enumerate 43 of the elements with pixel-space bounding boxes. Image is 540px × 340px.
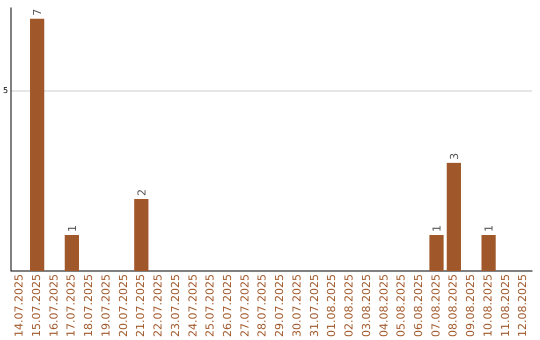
x-tick-label: 06.08.2025 xyxy=(412,274,425,338)
data-label: 1 xyxy=(482,224,496,232)
x-tick-label: 03.08.2025 xyxy=(360,274,373,338)
data-label: 2 xyxy=(135,188,148,196)
x-tick-label: 10.08.2025 xyxy=(481,274,494,338)
x-tick-label: 27.07.2025 xyxy=(238,274,252,338)
x-tick-label: 19.07.2025 xyxy=(99,274,112,338)
x-tick-label: 23.07.2025 xyxy=(168,274,182,338)
data-label: 3 xyxy=(448,152,461,160)
y-tick-label: 5 xyxy=(2,86,8,95)
x-tick-label: 17.07.2025 xyxy=(64,274,78,338)
bar xyxy=(446,162,461,272)
bar xyxy=(64,234,79,272)
x-tick-label: 05.08.2025 xyxy=(394,274,408,338)
x-tick-label: 12.08.2025 xyxy=(516,274,530,338)
x-tick-label: 14.07.2025 xyxy=(12,274,26,338)
x-tick-label: 22.07.2025 xyxy=(152,274,165,338)
x-tick-label: 30.07.2025 xyxy=(290,274,304,338)
bar xyxy=(30,18,44,272)
x-tick-label: 31.07.2025 xyxy=(308,274,321,338)
x-tick-label: 04.08.2025 xyxy=(377,274,390,338)
x-tick-label: 07.08.2025 xyxy=(429,274,442,338)
x-tick-label: 26.07.2025 xyxy=(220,274,234,338)
x-tick-label: 20.07.2025 xyxy=(116,274,130,338)
data-label: 7 xyxy=(31,8,44,16)
x-tick-label: 11.08.2025 xyxy=(498,274,512,338)
x-tick-label: 16.07.2025 xyxy=(47,274,60,338)
x-tick-label: 21.07.2025 xyxy=(134,274,148,338)
x-tick-label: 09.08.2025 xyxy=(464,274,478,338)
bar xyxy=(481,234,496,272)
x-tick-label: 24.07.2025 xyxy=(186,274,200,338)
x-tick-label: 02.08.2025 xyxy=(342,274,356,338)
x-tick-label: 25.07.2025 xyxy=(204,274,217,338)
x-tick-label: 29.07.2025 xyxy=(273,274,286,338)
data-label: 1 xyxy=(66,224,79,232)
x-tick-label: 28.07.2025 xyxy=(256,274,269,338)
x-tick-label: 15.07.2025 xyxy=(30,274,43,338)
bar xyxy=(429,234,444,272)
bar xyxy=(134,198,148,272)
x-tick-label: 18.07.2025 xyxy=(82,274,96,338)
data-label: 1 xyxy=(430,224,444,232)
x-tick-label: 01.08.2025 xyxy=(325,274,338,338)
x-tick-label: 08.08.2025 xyxy=(446,274,460,338)
